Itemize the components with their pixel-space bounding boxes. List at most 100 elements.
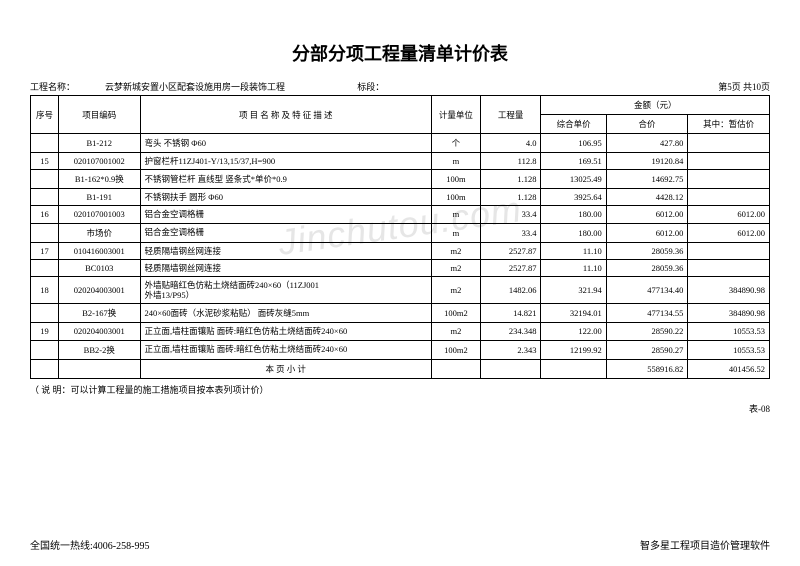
- table-cell: 10553.53: [688, 323, 770, 340]
- table-cell: [431, 359, 480, 378]
- table-cell: 弯头 不锈钢 Φ60: [140, 134, 431, 153]
- table-row: 本 页 小 计558916.82401456.52: [31, 359, 770, 378]
- table-cell: 4.0: [480, 134, 541, 153]
- table-row: 18020204003001外墙贴暗红色仿粘土烧结面砖240×60（11ZJ00…: [31, 276, 770, 303]
- table-cell: 轻质隔墙钢丝网连接: [140, 242, 431, 259]
- table-cell: [31, 189, 59, 206]
- table-cell: 10553.53: [688, 340, 770, 359]
- table-cell: 11.10: [541, 259, 606, 276]
- table-row: B1-162*0.9换不锈钢管栏杆 直线型 竖条式*单价*0.9100m1.12…: [31, 170, 770, 189]
- table-cell: 18: [31, 276, 59, 303]
- table-cell: 正立面,墙柱面镶贴 面砖:暗红色仿粘土烧结面砖240×60: [140, 340, 431, 359]
- table-cell: 240×60面砖（水泥砂浆粘贴） 面砖灰缝5mm: [140, 304, 431, 323]
- bill-table: 序号 项目编码 项 目 名 称 及 特 征 描 述 计量单位 工程量 金额（元）…: [30, 95, 770, 379]
- table-cell: [688, 134, 770, 153]
- table-cell: 4428.12: [606, 189, 688, 206]
- hotline: 4006-258-995: [93, 541, 150, 552]
- table-cell: 28590.27: [606, 340, 688, 359]
- table-cell: 28059.36: [606, 242, 688, 259]
- table-cell: 384890.98: [688, 276, 770, 303]
- project-label: 工程名称：: [30, 82, 75, 92]
- table-cell: m: [431, 153, 480, 170]
- table-cell: 不锈钢管栏杆 直线型 竖条式*单价*0.9: [140, 170, 431, 189]
- table-cell: 477134.40: [606, 276, 688, 303]
- table-cell: m2: [431, 259, 480, 276]
- table-cell: 32194.01: [541, 304, 606, 323]
- table-row: 17010416003001轻质隔墙钢丝网连接m22527.8711.10280…: [31, 242, 770, 259]
- table-cell: 100m: [431, 189, 480, 206]
- table-row: B2-167换240×60面砖（水泥砂浆粘贴） 面砖灰缝5mm100m214.8…: [31, 304, 770, 323]
- table-cell: [31, 359, 59, 378]
- table-cell: 1482.06: [480, 276, 541, 303]
- table-cell: 14692.75: [606, 170, 688, 189]
- table-cell: 14.821: [480, 304, 541, 323]
- table-row: 19020204003001正立面,墙柱面镶贴 面砖:暗红色仿粘土烧结面砖240…: [31, 323, 770, 340]
- table-cell: 17: [31, 242, 59, 259]
- table-cell: [31, 223, 59, 242]
- table-cell: 33.4: [480, 206, 541, 223]
- table-cell: 19120.84: [606, 153, 688, 170]
- section-label: 标段：: [357, 82, 384, 92]
- table-cell: 28059.36: [606, 259, 688, 276]
- table-row: BC0103轻质隔墙钢丝网连接m22527.8711.1028059.36: [31, 259, 770, 276]
- table-cell: 558916.82: [606, 359, 688, 378]
- col-amount: 金额（元）: [541, 96, 770, 115]
- table-cell: [31, 259, 59, 276]
- col-total: 合价: [606, 115, 688, 134]
- table-cell: [541, 359, 606, 378]
- table-cell: 12199.92: [541, 340, 606, 359]
- table-cell: B1-191: [58, 189, 140, 206]
- table-row: 15020107001002护窗栏杆11ZJ401-Y/13,15/37,H=9…: [31, 153, 770, 170]
- table-cell: BB2-2换: [58, 340, 140, 359]
- col-code: 项目编码: [58, 96, 140, 134]
- table-cell: 234.348: [480, 323, 541, 340]
- table-cell: [31, 170, 59, 189]
- table-cell: [58, 359, 140, 378]
- table-row: 16020107001003铝合金空调格栅m33.4180.006012.006…: [31, 206, 770, 223]
- table-cell: 28590.22: [606, 323, 688, 340]
- table-cell: B2-167换: [58, 304, 140, 323]
- table-code: 表-08: [30, 402, 770, 415]
- table-cell: 正立面,墙柱面镶贴 面砖:暗红色仿粘土烧结面砖240×60: [140, 323, 431, 340]
- col-seq: 序号: [31, 96, 59, 134]
- table-cell: 122.00: [541, 323, 606, 340]
- table-cell: 2527.87: [480, 242, 541, 259]
- table-cell: [31, 134, 59, 153]
- page-title: 分部分项工程量清单计价表: [30, 40, 770, 66]
- col-qty: 工程量: [480, 96, 541, 134]
- table-cell: 427.80: [606, 134, 688, 153]
- table-cell: 6012.00: [606, 206, 688, 223]
- table-row: B1-191不锈钢扶手 圆形 Φ60100m1.1283925.644428.1…: [31, 189, 770, 206]
- table-cell: 本 页 小 计: [140, 359, 431, 378]
- table-cell: 2527.87: [480, 259, 541, 276]
- table-cell: [688, 259, 770, 276]
- software-name: 智多星工程项目造价管理软件: [640, 537, 770, 552]
- table-cell: [688, 189, 770, 206]
- table-cell: 16: [31, 206, 59, 223]
- table-cell: 477134.55: [606, 304, 688, 323]
- table-row: B1-212弯头 不锈钢 Φ60个4.0106.95427.80: [31, 134, 770, 153]
- table-cell: 33.4: [480, 223, 541, 242]
- table-cell: [31, 304, 59, 323]
- table-cell: 020107001003: [58, 206, 140, 223]
- table-cell: m2: [431, 323, 480, 340]
- table-cell: 外墙贴暗红色仿粘土烧结面砖240×60（11ZJ001 外墙13/P95）: [140, 276, 431, 303]
- col-unit-price: 综合单价: [541, 115, 606, 134]
- header-row: 工程名称：云梦新城安置小区配套设施用房一段装饰工程 标段： 第5页 共10页: [30, 80, 770, 93]
- table-cell: 市场价: [58, 223, 140, 242]
- table-cell: 护窗栏杆11ZJ401-Y/13,15/37,H=900: [140, 153, 431, 170]
- table-cell: [688, 242, 770, 259]
- table-cell: m: [431, 223, 480, 242]
- table-cell: 轻质隔墙钢丝网连接: [140, 259, 431, 276]
- table-cell: 100m: [431, 170, 480, 189]
- table-cell: 铝合金空调格栅: [140, 206, 431, 223]
- table-cell: 13025.49: [541, 170, 606, 189]
- table-cell: 15: [31, 153, 59, 170]
- table-cell: 100m2: [431, 304, 480, 323]
- table-cell: B1-212: [58, 134, 140, 153]
- table-cell: 6012.00: [688, 206, 770, 223]
- table-cell: 384890.98: [688, 304, 770, 323]
- table-cell: [688, 170, 770, 189]
- col-unit: 计量单位: [431, 96, 480, 134]
- project-name: 云梦新城安置小区配套设施用房一段装饰工程: [105, 82, 285, 92]
